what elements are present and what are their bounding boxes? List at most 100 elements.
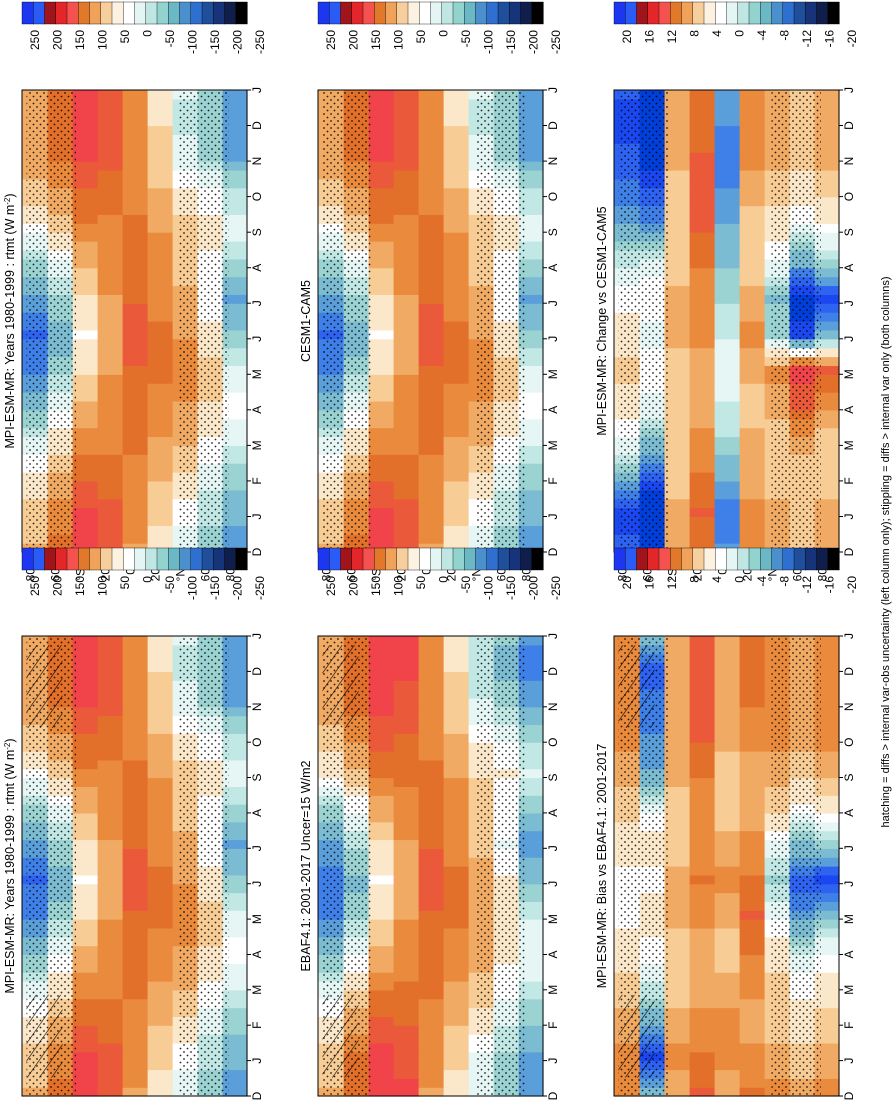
heatmap-cell bbox=[393, 874, 419, 885]
heatmap-cell bbox=[518, 472, 544, 482]
heatmap-cell bbox=[418, 892, 444, 902]
heatmap-cell bbox=[147, 365, 173, 375]
heatmap-cell bbox=[739, 125, 765, 136]
heatmap-cell bbox=[689, 919, 715, 929]
latitude-tick-label: 20 bbox=[395, 568, 409, 582]
heatmap-cell bbox=[664, 821, 690, 832]
heatmap-cell bbox=[368, 998, 394, 1009]
heatmap-cell bbox=[97, 839, 123, 849]
heatmap-cell bbox=[368, 1078, 394, 1088]
heatmap-cell bbox=[122, 998, 148, 1009]
heatmap-cell bbox=[222, 848, 248, 858]
heatmap-cell bbox=[689, 187, 715, 198]
heatmap-cell bbox=[814, 516, 840, 526]
month-tick-label: D bbox=[546, 547, 560, 556]
heatmap-cell bbox=[122, 981, 148, 991]
heatmap-cell bbox=[418, 436, 444, 446]
heatmap-cell bbox=[739, 857, 765, 867]
heatmap-cell bbox=[393, 1078, 419, 1088]
colorbar-label: -50 bbox=[459, 30, 473, 48]
heatmap-cell bbox=[418, 1078, 444, 1088]
heatmap-cell bbox=[147, 445, 173, 455]
heatmap-cell bbox=[368, 312, 394, 322]
heatmap-cell bbox=[814, 786, 840, 796]
stipple-region bbox=[771, 636, 821, 1096]
colorbar-swatch bbox=[703, 1, 716, 25]
colorbar-swatch bbox=[55, 547, 68, 571]
heatmap-cell bbox=[664, 724, 690, 734]
heatmap-cell bbox=[97, 276, 123, 287]
latitude-tick-label: 0 bbox=[716, 568, 730, 575]
heatmap-cell bbox=[393, 1069, 419, 1079]
heatmap-cell bbox=[222, 892, 248, 902]
colorbar-swatch bbox=[703, 547, 716, 571]
month-tick-label: D bbox=[546, 121, 560, 130]
heatmap-cell bbox=[368, 400, 394, 411]
heatmap-cell bbox=[222, 489, 248, 500]
heatmap-cell bbox=[368, 347, 394, 358]
heatmap-cell bbox=[714, 795, 740, 805]
heatmap-cell bbox=[739, 919, 765, 929]
latitude-tick-label: 80 bbox=[224, 568, 238, 582]
heatmap-cell bbox=[368, 795, 394, 805]
heatmap-cell bbox=[814, 285, 840, 295]
heatmap-cell bbox=[368, 804, 394, 814]
heatmap-cell bbox=[689, 454, 715, 464]
heatmap-cell bbox=[222, 196, 248, 207]
heatmap-cell bbox=[814, 178, 840, 189]
heatmap-cell bbox=[518, 214, 544, 224]
heatmap-cell bbox=[443, 972, 469, 982]
month-tick-label: J bbox=[842, 633, 856, 639]
heatmap-cell bbox=[418, 1016, 444, 1026]
heatmap-cell bbox=[72, 223, 98, 233]
heatmap-cell bbox=[368, 374, 394, 384]
colorbar: 250 200 150 100 50 0 -50 -100 -150 -200 -250 bbox=[317, 1, 563, 54]
heatmap-cell bbox=[689, 516, 715, 526]
heatmap-cell bbox=[418, 276, 444, 287]
month-tick-label: M bbox=[250, 985, 264, 995]
heatmap-cell bbox=[418, 98, 444, 109]
colorbar-label: -4 bbox=[755, 576, 769, 587]
month-tick-label: F bbox=[250, 1022, 264, 1029]
colorbar-label: 50 bbox=[414, 576, 428, 590]
heatmap-cell bbox=[739, 777, 765, 787]
heatmap-cell bbox=[418, 901, 444, 911]
heatmap-cell bbox=[122, 383, 148, 393]
plot-frame bbox=[613, 635, 840, 1097]
heatmap-cell bbox=[72, 258, 98, 269]
heatmap-cell bbox=[147, 653, 173, 664]
heatmap-cell bbox=[814, 1007, 840, 1017]
heatmap-cell bbox=[714, 945, 740, 956]
colorbar-swatch bbox=[224, 1, 237, 25]
heatmap-cell bbox=[368, 910, 394, 920]
heatmap-cell bbox=[222, 525, 248, 535]
month-tick-label: D bbox=[250, 121, 264, 130]
heatmap-cell bbox=[393, 1051, 419, 1062]
title-end: ) bbox=[3, 193, 17, 197]
heatmap-cell bbox=[393, 919, 419, 929]
heatmap-cell bbox=[739, 400, 765, 411]
heatmap-cell bbox=[518, 98, 544, 109]
month-tick-label: A bbox=[546, 264, 560, 272]
heatmap-cell bbox=[147, 874, 173, 885]
heatmap-cell bbox=[418, 409, 444, 420]
heatmap-cell bbox=[418, 857, 444, 867]
heatmap-cell bbox=[664, 936, 690, 947]
heatmap-cell bbox=[518, 143, 544, 153]
colorbar-label: 250 bbox=[324, 30, 338, 50]
heatmap-cell bbox=[714, 759, 740, 770]
heatmap-cell bbox=[368, 768, 394, 779]
heatmap-cell bbox=[122, 989, 148, 1000]
heatmap-cell bbox=[689, 751, 715, 761]
heatmap-cell bbox=[664, 258, 690, 269]
heatmap-cell bbox=[689, 857, 715, 867]
heatmap-cell bbox=[97, 347, 123, 358]
heatmap-cell bbox=[739, 910, 765, 920]
heatmap-cell bbox=[518, 161, 544, 171]
month-tick-label: A bbox=[842, 406, 856, 414]
heatmap-cell bbox=[72, 294, 98, 304]
heatmap-cell bbox=[97, 169, 123, 180]
heatmap-cell bbox=[814, 1069, 840, 1079]
heatmap-cell bbox=[739, 680, 765, 690]
heatmap-cell bbox=[122, 472, 148, 482]
